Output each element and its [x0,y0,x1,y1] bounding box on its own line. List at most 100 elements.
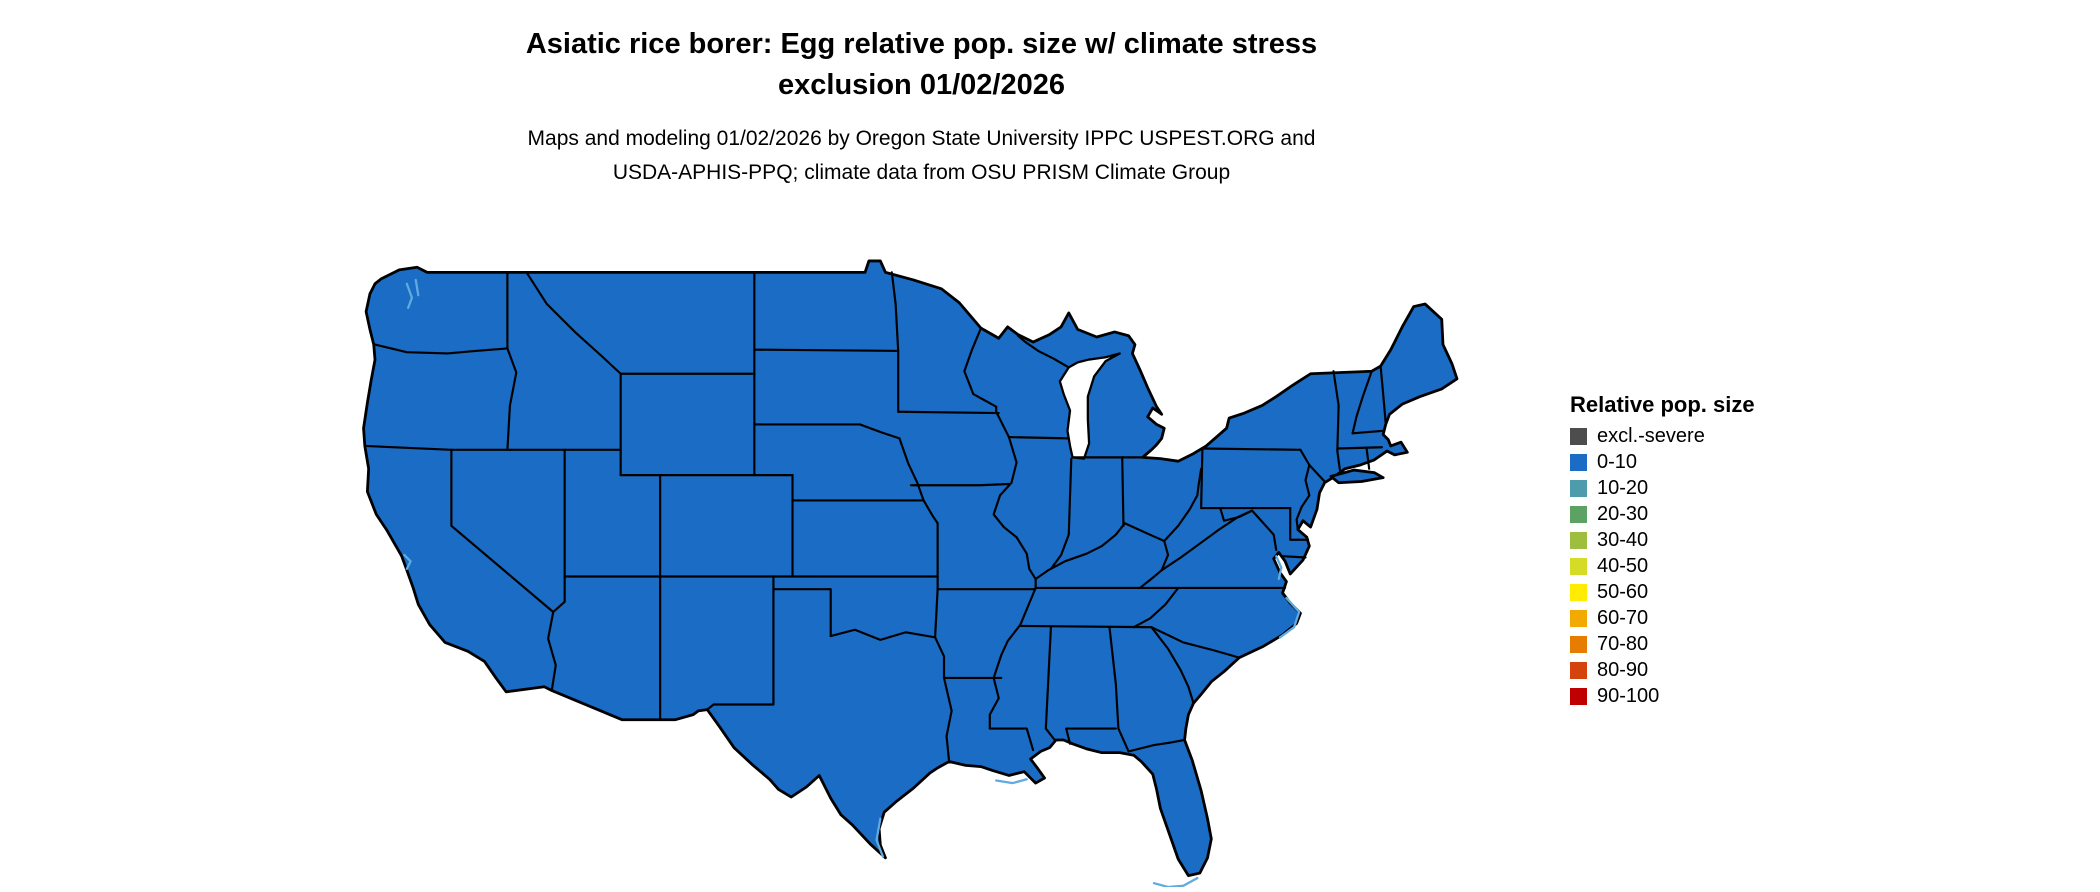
border-id-mt [525,271,622,375]
legend-item: 20-30 [1570,503,1755,525]
legend-item: 80-90 [1570,659,1755,681]
border-wa-or [373,343,509,355]
legend-item: 50-60 [1570,581,1755,603]
border-ia-mo [909,482,1011,487]
border-wi-mi [1016,334,1070,369]
border-ct-ri [1365,447,1371,470]
long-island [1329,468,1385,485]
border-ny-east [1332,370,1341,472]
border-delaware [1289,506,1310,541]
legend-item: excl.-severe [1570,425,1755,447]
legend-swatch [1570,584,1587,601]
legend-label: 30-40 [1597,529,1649,551]
legend-label: excl.-severe [1597,425,1705,447]
border-la-ms [988,727,1035,752]
border-ok-panhandle [772,588,832,638]
legend-item: 60-70 [1570,607,1755,629]
coastal-water-details [403,278,1301,887]
legend-swatch [1570,454,1587,471]
page-subtitle: Maps and modeling 01/02/2026 by Oregon S… [0,122,1843,190]
border-al-fl [1065,727,1117,745]
chesapeake-water [1275,555,1283,581]
title-line-1: Asiatic rice borer: Egg relative pop. si… [525,28,1318,60]
legend-item: 0-10 [1570,451,1755,473]
legend-swatch [1570,532,1587,549]
border-ky-va [1138,569,1163,589]
border-42nd-parallel [363,444,622,451]
subtitle-line-1: Maps and modeling 01/02/2026 by Oregon S… [527,127,1316,150]
border-tn-south [1019,624,1153,629]
border-md-wv [1219,506,1254,522]
border-red-river [829,628,937,641]
legend-title: Relative pop. size [1570,392,1755,417]
louisiana-coast-water [995,778,1028,785]
border-nv-ut-az [552,448,566,614]
outer-banks-water [1278,596,1301,639]
border-ga-sc [1150,626,1195,705]
puget-sound-water [405,278,420,309]
border-wi-il [1007,436,1070,440]
border-ky-wv [1160,539,1170,572]
legend-label: 60-70 [1597,607,1649,629]
legend-swatch [1570,688,1587,705]
us-map-svg [362,259,1459,887]
border-ok-ar [934,588,939,639]
legend-item: 70-80 [1570,633,1755,655]
border-ca-nv-az [450,448,557,691]
legend-label: 10-20 [1597,477,1649,499]
border-nc-sc [1150,626,1241,659]
legend-item: 40-50 [1570,555,1755,577]
legend-label: 0-10 [1597,451,1638,473]
legend-label: 80-90 [1597,659,1649,681]
lake-michigan [1058,352,1121,460]
legend-label: 40-50 [1597,555,1649,577]
border-il-in [1049,457,1073,570]
title-line-2: exclusion 01/02/2026 [778,69,1065,101]
florida-keys-water [1152,876,1199,887]
border-mn-ia [897,410,1000,415]
border-delmarva-md-va [1281,555,1307,559]
page-title: Asiatic rice borer: Egg relative pop. si… [0,24,1843,106]
legend-item: 90-100 [1570,685,1755,707]
legend-item: 30-40 [1570,529,1755,551]
legend-swatch [1570,428,1587,445]
border-pa-west [1200,447,1204,510]
border-ny-nj [1308,463,1326,483]
border-mn-west [890,271,900,413]
subtitle-line-2: USDA-APHIS-PPQ; climate data from OSU PR… [612,161,1231,184]
legend-items: excl.-severe 0-10 10-20 20-30 30-40 40-50 50-6… [1570,425,1755,707]
border-sd-ne [753,423,901,440]
border-vt-nh [1351,370,1373,435]
legend-swatch [1570,480,1587,497]
legend-item: 10-20 [1570,477,1755,499]
border-nh-me [1379,365,1387,425]
border-potomac [1250,509,1278,551]
border-pa-north [1201,447,1302,451]
border-ms-al [1044,626,1056,742]
texas-barrier-water [875,817,885,858]
legend-swatch [1570,662,1587,679]
border-ar-tx-la [934,636,1003,763]
border-ohio-river [1034,467,1203,581]
border-in-oh [1121,456,1125,527]
border-mississippi-river [963,327,1037,730]
legend-swatch [1570,558,1587,575]
legend: Relative pop. size excl.-severe 0-10 10-20… [1570,392,1755,714]
legend-label: 90-100 [1597,685,1660,707]
border-idaho-west [506,271,518,451]
state-borders [363,271,1387,763]
legend-swatch [1570,636,1587,653]
border-nd-sd [753,348,900,353]
border-ma-south [1336,446,1383,450]
border-nm-east-south [706,575,775,711]
border-ma-north [1351,429,1385,435]
border-fl-ga [1127,738,1186,753]
border-tn-nc [1132,586,1180,629]
legend-label: 20-30 [1597,503,1649,525]
legend-swatch [1570,610,1587,627]
legend-swatch [1570,506,1587,523]
legend-label: 70-80 [1597,633,1649,655]
legend-label: 50-60 [1597,581,1649,603]
us-landmass [362,259,1459,877]
